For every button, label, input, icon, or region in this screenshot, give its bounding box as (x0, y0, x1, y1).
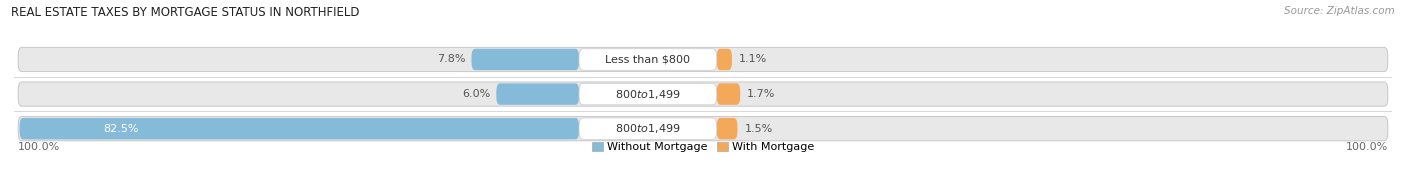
Text: Source: ZipAtlas.com: Source: ZipAtlas.com (1284, 6, 1395, 16)
FancyBboxPatch shape (717, 83, 740, 105)
Text: 100.0%: 100.0% (18, 142, 60, 152)
FancyBboxPatch shape (717, 49, 733, 70)
FancyBboxPatch shape (496, 83, 579, 105)
Text: 6.0%: 6.0% (463, 89, 491, 99)
FancyBboxPatch shape (579, 49, 717, 70)
Text: 1.1%: 1.1% (738, 54, 768, 64)
FancyBboxPatch shape (20, 118, 579, 139)
FancyBboxPatch shape (18, 82, 1388, 106)
Text: 82.5%: 82.5% (104, 124, 139, 134)
Text: REAL ESTATE TAXES BY MORTGAGE STATUS IN NORTHFIELD: REAL ESTATE TAXES BY MORTGAGE STATUS IN … (11, 6, 360, 19)
FancyBboxPatch shape (717, 118, 738, 139)
Text: $800 to $1,499: $800 to $1,499 (614, 88, 681, 101)
FancyBboxPatch shape (18, 117, 1388, 141)
FancyBboxPatch shape (471, 49, 579, 70)
FancyBboxPatch shape (579, 83, 717, 105)
Text: 7.8%: 7.8% (437, 54, 465, 64)
Text: 100.0%: 100.0% (1346, 142, 1388, 152)
FancyBboxPatch shape (579, 118, 717, 139)
Text: $800 to $1,499: $800 to $1,499 (614, 122, 681, 135)
Legend: Without Mortgage, With Mortgage: Without Mortgage, With Mortgage (588, 137, 818, 157)
Text: Less than $800: Less than $800 (606, 54, 690, 64)
Text: 1.7%: 1.7% (747, 89, 776, 99)
Text: 1.5%: 1.5% (744, 124, 772, 134)
FancyBboxPatch shape (18, 47, 1388, 72)
